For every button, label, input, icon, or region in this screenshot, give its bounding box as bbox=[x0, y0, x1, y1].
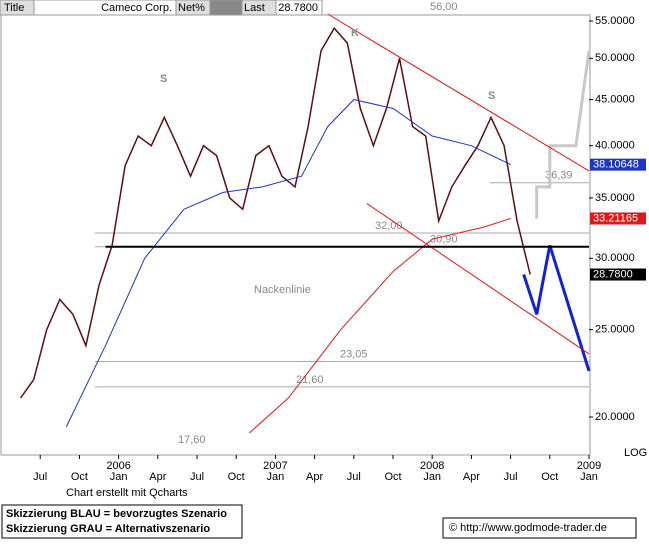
y-tick-label: 50.0000 bbox=[595, 52, 635, 64]
year-label: 2007 bbox=[263, 460, 287, 472]
level-label: 32,00 bbox=[375, 220, 403, 232]
price-tag bbox=[590, 158, 646, 171]
header-title: Title bbox=[4, 2, 24, 14]
x-tick-label: Oct bbox=[228, 471, 245, 483]
x-tick-label: Jul bbox=[190, 471, 204, 483]
copyright: © http://www.godmode-trader.de bbox=[449, 522, 607, 534]
level-label: 21,60 bbox=[296, 374, 324, 386]
series-line bbox=[327, 13, 590, 172]
header-last-value: 28.7800 bbox=[278, 2, 318, 14]
level-label: 56,00 bbox=[430, 1, 458, 13]
x-tick-label: Jan bbox=[580, 471, 598, 483]
year-label: 2008 bbox=[420, 460, 444, 472]
y-tick-label: 30.0000 bbox=[595, 252, 635, 264]
x-tick-label: Jul bbox=[347, 471, 361, 483]
price-tag bbox=[590, 212, 646, 225]
x-tick-label: Jul bbox=[33, 471, 47, 483]
price-tag-label: 28.7800 bbox=[593, 268, 633, 280]
y-tick-label: 40.0000 bbox=[595, 140, 635, 152]
year-label: 2006 bbox=[106, 460, 130, 472]
annotation: S bbox=[160, 73, 167, 85]
scale-label: LOG bbox=[624, 447, 647, 459]
x-tick-label: Apr bbox=[149, 471, 166, 483]
series-line bbox=[65, 99, 511, 428]
year-label: 2009 bbox=[577, 460, 601, 472]
level-label: 30,90 bbox=[430, 234, 458, 246]
annotation: K bbox=[351, 27, 359, 39]
legend-box bbox=[1, 504, 243, 539]
price-tag-label: 33.21165 bbox=[593, 212, 638, 224]
y-tick-label: 20.0000 bbox=[595, 411, 635, 423]
x-tick-label: Jan bbox=[423, 471, 441, 483]
header-symbol: Cameco Corp. bbox=[101, 2, 172, 14]
x-tick-label: Jul bbox=[504, 471, 518, 483]
series-line bbox=[19, 26, 531, 399]
y-tick-label: 35.0000 bbox=[595, 192, 635, 204]
header-last-label: Last bbox=[244, 2, 265, 14]
header-mode: Net% bbox=[178, 2, 205, 14]
level-label: 23,05 bbox=[340, 348, 368, 360]
legend-blue: Skizzierung BLAU = bevorzugtes Szenario bbox=[6, 508, 227, 520]
credit: Chart erstellt mit Qcharts bbox=[66, 487, 188, 499]
level-label: 36,39 bbox=[545, 170, 573, 182]
y-tick-label: 45.0000 bbox=[595, 93, 635, 105]
x-tick-label: Apr bbox=[306, 471, 323, 483]
x-tick-label: Oct bbox=[71, 471, 88, 483]
annotation: S bbox=[488, 90, 495, 102]
series-line bbox=[366, 203, 590, 355]
price-tag bbox=[590, 268, 646, 281]
x-tick-label: Oct bbox=[384, 471, 401, 483]
y-tick-label: 55.0000 bbox=[595, 15, 635, 27]
copyright-box bbox=[442, 517, 637, 539]
header-cell bbox=[209, 0, 243, 16]
annotation: Nackenlinie bbox=[254, 284, 311, 296]
legend-grey: Skizzierung GRAU = Alternativszenario bbox=[6, 523, 210, 535]
series-line bbox=[522, 244, 591, 372]
series-line bbox=[248, 218, 511, 434]
y-tick-label: 25.0000 bbox=[595, 324, 635, 336]
x-tick-label: Jan bbox=[267, 471, 285, 483]
x-tick-label: Oct bbox=[541, 471, 558, 483]
price-tag-label: 38.10648 bbox=[593, 159, 639, 171]
series-line bbox=[535, 50, 591, 219]
level-label: 17,60 bbox=[178, 434, 206, 446]
x-tick-label: Jan bbox=[110, 471, 128, 483]
x-tick-label: Apr bbox=[463, 471, 480, 483]
plot-frame bbox=[0, 14, 591, 456]
